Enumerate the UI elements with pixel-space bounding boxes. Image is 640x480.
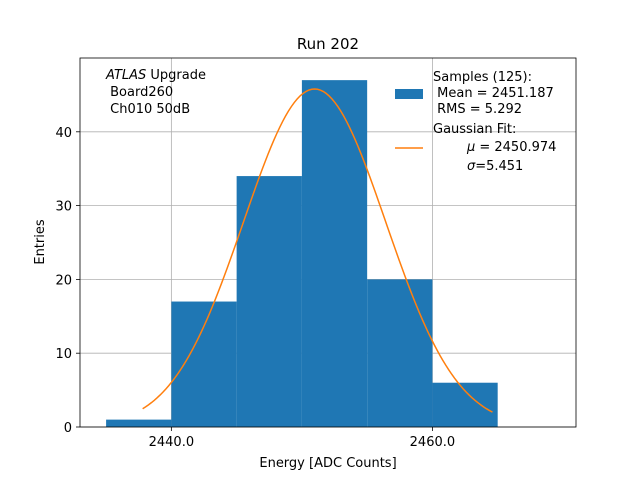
legend-samples-mean: Mean = 2451.187 — [433, 86, 554, 101]
histogram-bars — [106, 80, 498, 427]
svg-text:ATLAS Upgrade: ATLAS Upgrade — [105, 68, 206, 83]
x-tick-label: 2460.0 — [410, 435, 456, 450]
x-axis-label: Energy [ADC Counts] — [259, 456, 396, 471]
svg-text:σ=5.451: σ=5.451 — [438, 159, 544, 174]
x-axis-ticks: 2440.0 2460.0 — [149, 427, 456, 450]
run-annotation: ATLAS Upgrade Board260 Ch010 50dB — [105, 68, 206, 117]
annotation-experiment: ATLAS — [105, 68, 146, 83]
gaussian-fit-curve — [142, 88, 493, 413]
legend-fit-mu-value: = 2450.974 — [475, 140, 556, 155]
histogram-bar — [301, 80, 368, 427]
y-tick-label: 20 — [55, 273, 72, 288]
histogram-bar — [432, 382, 498, 427]
annotation-board: Board260 — [106, 85, 173, 100]
histogram-bar — [236, 176, 302, 427]
y-axis-label: Entries — [33, 219, 48, 265]
legend: Samples (125): Mean = 2451.187 RMS = 5.2… — [395, 70, 577, 174]
x-tick-label: 2440.0 — [149, 435, 195, 450]
legend-samples-swatch — [395, 89, 423, 99]
y-axis-ticks: 0 10 20 30 40 — [55, 126, 80, 436]
y-tick-label: 40 — [55, 126, 72, 141]
annotation-channel: Ch010 50dB — [106, 102, 190, 117]
legend-fit-title: Gaussian Fit: — [433, 122, 516, 137]
histogram-bar — [367, 279, 433, 427]
legend-fit-sigma-value: =5.451 — [475, 159, 523, 174]
y-tick-label: 10 — [55, 347, 72, 362]
y-tick-label: 0 — [64, 421, 72, 436]
chart-title: Run 202 — [297, 35, 359, 53]
legend-fit-sigma-symbol: σ — [467, 159, 476, 174]
legend-samples-rms: RMS = 5.292 — [433, 102, 522, 117]
histogram-bar — [106, 419, 172, 427]
annotation-suffix: Upgrade — [146, 68, 206, 83]
legend-samples-title: Samples (125): — [433, 70, 532, 85]
y-tick-label: 30 — [55, 200, 72, 215]
axes-frame — [79, 57, 577, 428]
svg-text:μ = 2450.974: μ = 2450.974 — [438, 140, 577, 155]
legend-fit-mu-symbol: μ — [466, 140, 475, 155]
histogram-bar — [171, 301, 237, 427]
